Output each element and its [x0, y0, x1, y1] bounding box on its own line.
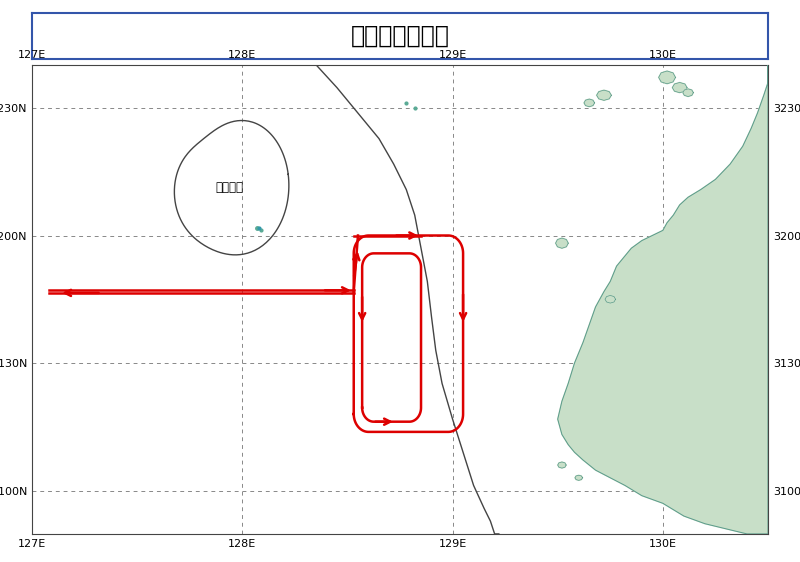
Polygon shape — [672, 83, 687, 93]
Polygon shape — [558, 65, 768, 534]
Polygon shape — [556, 238, 568, 248]
Polygon shape — [597, 90, 611, 101]
Polygon shape — [605, 296, 615, 303]
Text: 男女群島: 男女群島 — [215, 180, 243, 193]
Polygon shape — [558, 462, 566, 468]
Text: 行　動　概　要: 行 動 概 要 — [350, 24, 450, 48]
Polygon shape — [658, 71, 675, 84]
Polygon shape — [584, 99, 594, 107]
Polygon shape — [575, 475, 582, 481]
Polygon shape — [683, 89, 694, 97]
